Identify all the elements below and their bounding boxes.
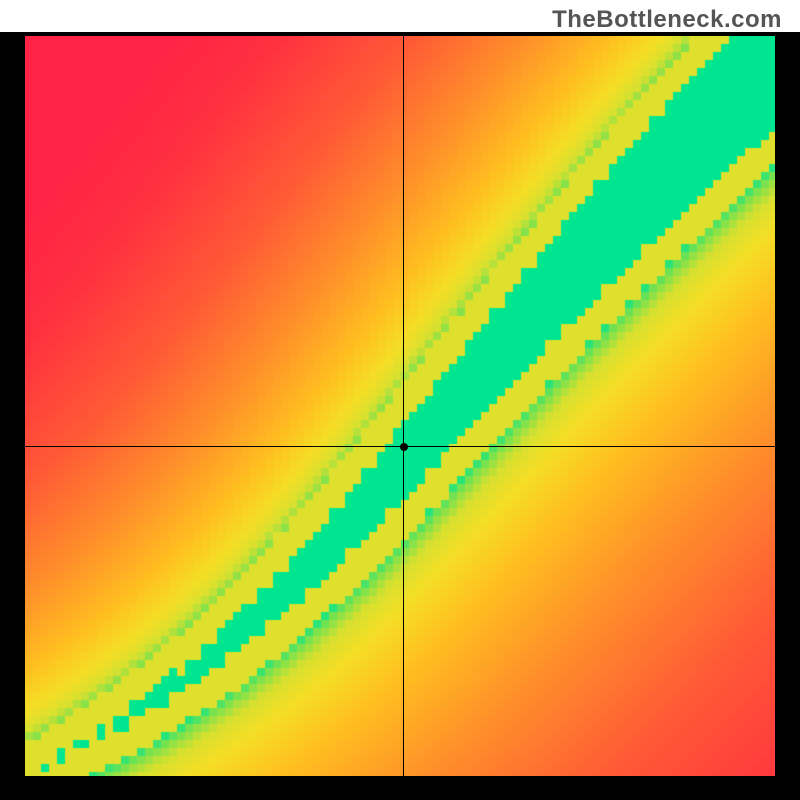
- crosshair-marker: [400, 443, 408, 451]
- plot-frame-right: [775, 32, 800, 800]
- bottleneck-heatmap: [25, 36, 775, 776]
- plot-frame-bottom: [0, 775, 800, 800]
- watermark: TheBottleneck.com: [552, 6, 782, 34]
- crosshair-vertical: [403, 36, 404, 776]
- plot-frame-left: [0, 32, 25, 800]
